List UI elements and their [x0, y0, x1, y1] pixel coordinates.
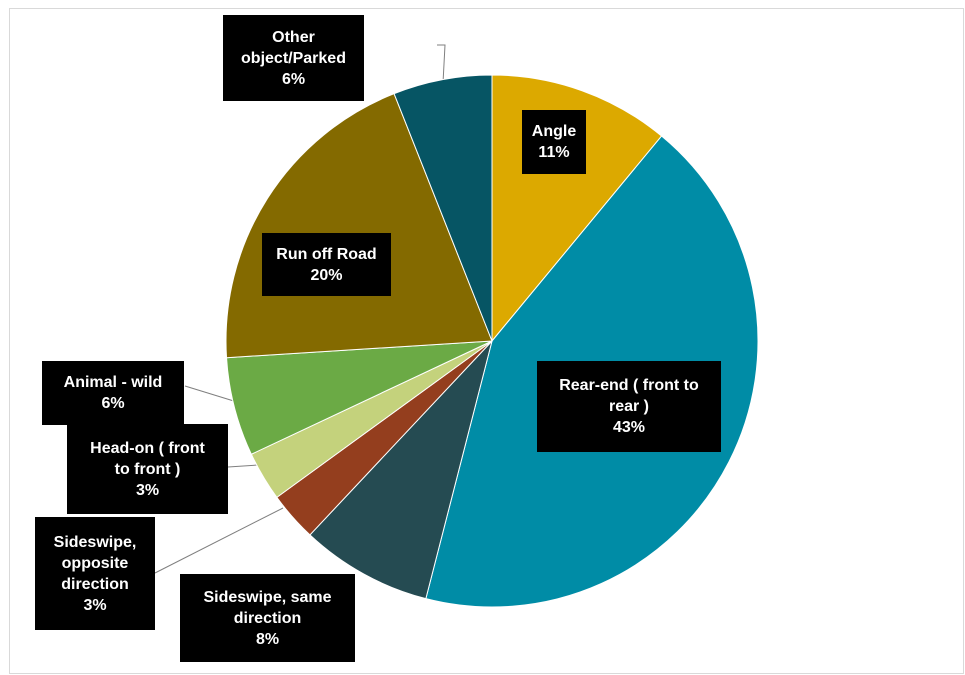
data-label-text: Rear-end ( front to [559, 377, 699, 394]
data-label-text: Other [272, 28, 315, 46]
leader-line-3 [154, 507, 284, 574]
data-label-1: Rear-end ( front to rear ) 43% [537, 361, 721, 452]
data-label-7: Other object/Parked 6% [223, 15, 364, 101]
data-label-5: Animal - wild 6% [42, 361, 184, 425]
data-label-text: Run off Road [276, 245, 377, 263]
leader-lines [154, 44, 446, 574]
data-label-text: direction [233, 609, 302, 627]
data-label-percent: 11% [538, 144, 570, 161]
data-label-text: to front ) [114, 460, 181, 478]
data-label-percent: 6% [101, 395, 125, 412]
data-label-text: Animal - wild [63, 374, 163, 391]
data-label-2: Sideswipe, same direction 8% [180, 574, 355, 662]
data-label-percent: 6% [281, 70, 306, 88]
data-label-text: Sideswipe, [53, 533, 137, 551]
data-label-text: direction [61, 575, 129, 593]
data-label-text: object/Parked [241, 49, 346, 67]
data-label-text: rear ) [608, 398, 650, 415]
data-label-text: Angle [531, 123, 577, 140]
data-label-percent: 43% [612, 419, 646, 436]
data-label-percent: 3% [83, 596, 107, 614]
data-label-3: Sideswipe, opposite direction 3% [35, 517, 155, 630]
data-label-text: Head-on ( front [90, 439, 205, 457]
pie-slice-2 [309, 340, 493, 600]
data-label-4: Head-on ( front to front ) 3% [67, 424, 228, 514]
data-label-percent: 8% [255, 630, 280, 648]
pie-slice-7 [393, 74, 493, 342]
data-label-percent: 20% [310, 266, 343, 284]
data-label-6: Run off Road 20% [262, 233, 391, 296]
data-label-0: Angle 11% [522, 110, 586, 174]
leader-line-0 [437, 44, 446, 84]
data-label-text: opposite [61, 554, 129, 572]
data-label-percent: 3% [135, 481, 160, 499]
leader-line-1 [184, 385, 238, 403]
data-label-text: Sideswipe, same [203, 588, 332, 606]
pie-slices [225, 74, 759, 608]
